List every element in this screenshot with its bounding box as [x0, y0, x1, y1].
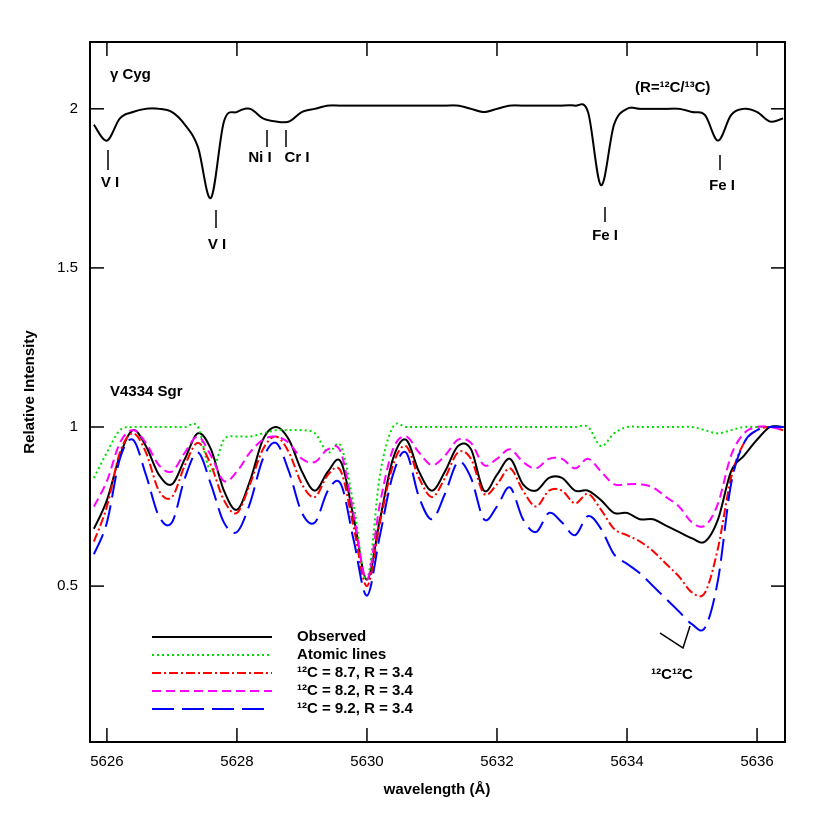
annotation: γ Cyg [110, 66, 151, 83]
spectrum-line [93, 422, 784, 581]
x-axis-label: wavelength (Å) [383, 781, 491, 798]
annotation: Fe I [592, 227, 618, 244]
annotation: Ni I [248, 149, 271, 166]
legend-label: ¹²C = 9.2, R = 3.4 [297, 700, 414, 717]
annotation: Cr I [284, 149, 309, 166]
legend-label: ¹²C = 8.7, R = 3.4 [297, 664, 414, 681]
annotation: ¹²C¹²C [651, 666, 693, 683]
annotation: V4334 Sgr [110, 383, 183, 400]
y-axis-label: Relative Intensity [21, 330, 38, 454]
annotation: (R=¹²C/¹³C) [635, 79, 710, 96]
annotation: V I [208, 236, 226, 253]
x-tick-label: 5634 [610, 753, 643, 770]
y-tick-label: 1.5 [57, 259, 78, 276]
spectrum-line [93, 425, 784, 581]
annotation: V I [101, 174, 119, 191]
x-tick-label: 5632 [480, 753, 513, 770]
x-tick-label: 5636 [740, 753, 773, 770]
spectrum-line [92, 425, 784, 632]
x-tick-label: 5626 [90, 753, 123, 770]
legend-label: Atomic lines [297, 646, 386, 663]
legend-label: ¹²C = 8.2, R = 3.4 [297, 682, 414, 699]
x-tick-label: 5630 [350, 753, 383, 770]
plot-frame [89, 41, 786, 743]
y-tick-label: 0.5 [57, 577, 78, 594]
spectrum-line [92, 425, 784, 598]
spectrum-line [92, 425, 784, 581]
legend-label: Observed [297, 628, 366, 645]
y-tick-label: 1 [70, 418, 78, 435]
annotation: Fe I [709, 177, 735, 194]
y-tick-label: 2 [70, 100, 78, 117]
band-marker [659, 625, 691, 650]
spectrum-line [93, 103, 784, 199]
x-tick-label: 5628 [220, 753, 253, 770]
